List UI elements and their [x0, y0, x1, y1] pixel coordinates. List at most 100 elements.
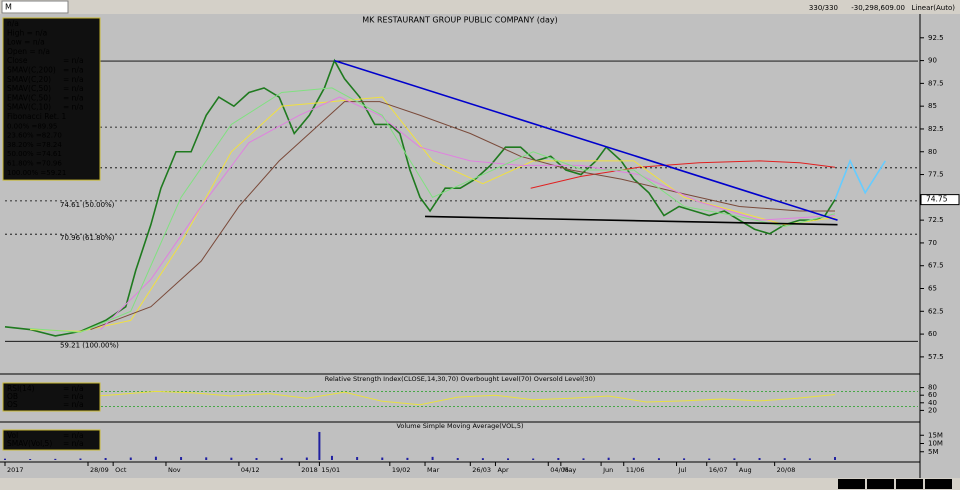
- legend-name: SMAV(C,50): [7, 84, 51, 93]
- legend-name: SMAV(C,10): [7, 103, 51, 112]
- panel-title: Relative Strength Index(CLOSE,14,30,70) …: [325, 375, 596, 383]
- legend-readout: = n/a: [63, 84, 84, 93]
- fib-level: 23.60% =82.70: [7, 132, 62, 140]
- volume-bar: [29, 459, 32, 460]
- bar-count: 330/330: [809, 4, 838, 12]
- series-line: [530, 160, 836, 189]
- legend-name: Vol: [7, 431, 18, 440]
- x-tick-label: Oct: [115, 466, 127, 474]
- volume-bar: [708, 458, 711, 460]
- x-tick-label: 26/03: [472, 466, 491, 474]
- top-bar: [0, 0, 960, 14]
- fib-level: 0.00% =89.95: [7, 122, 57, 130]
- y-tick-label: 15M: [928, 431, 943, 439]
- symbol-input[interactable]: [1, 0, 69, 14]
- readout: -30,298,609.00: [851, 4, 905, 12]
- x-tick-label: 2018: [301, 466, 318, 474]
- volume-bar: [318, 431, 321, 460]
- y-tick-label: 80: [928, 384, 937, 392]
- legend-name: RSI(14): [7, 384, 35, 393]
- x-tick-label: 04/05: [550, 466, 569, 474]
- volume-bar: [406, 457, 409, 460]
- info-row: High = n/a: [7, 28, 47, 37]
- y-tick-label: 87.5: [928, 79, 944, 87]
- volume-bar: [205, 457, 208, 460]
- info-row: Open = n/a: [7, 47, 50, 56]
- series-line: [30, 87, 836, 333]
- volume-bar: [758, 458, 761, 460]
- volume-bar: [54, 458, 57, 460]
- legend-readout: = n/a: [63, 439, 84, 448]
- x-tick-label: 2017: [7, 466, 24, 474]
- y-tick-label: 85: [928, 102, 937, 110]
- legend-readout: = n/a: [63, 56, 84, 65]
- fib-chart-label: 59.21 (100.00%): [60, 341, 119, 349]
- volume-bar: [255, 458, 258, 460]
- legend-readout: = n/a: [63, 66, 84, 75]
- volume-bar: [280, 457, 283, 460]
- volume-bar: [456, 458, 459, 460]
- volume-bar: [4, 458, 6, 460]
- fib-level: 100.00% =59.21: [7, 169, 66, 177]
- fib-chart-label: 74.61 (50.00%): [60, 201, 115, 209]
- x-tick-label: Jun: [602, 466, 613, 474]
- volume-bar: [632, 457, 635, 460]
- x-tick-label: Mar: [427, 466, 440, 474]
- y-tick-label: 82.5: [928, 125, 944, 133]
- range-button-label[interactable]: 1Y: [876, 481, 887, 489]
- y-tick-label: 60: [928, 391, 937, 399]
- info-row: n/a: [7, 19, 19, 28]
- volume-bar: [481, 458, 484, 460]
- volume-bar: [733, 458, 736, 460]
- series-line: [90, 101, 835, 330]
- volume-bar: [381, 457, 384, 460]
- x-tick-label: Apr: [497, 466, 509, 474]
- volume-bar: [532, 458, 535, 460]
- legend-name: Close: [7, 56, 28, 65]
- range-button-label[interactable]: 6M: [904, 481, 916, 489]
- y-tick-label: 62.5: [928, 307, 944, 315]
- fib-level: 38.20% =78.24: [7, 141, 62, 149]
- volume-bar: [683, 458, 686, 460]
- legend-name: SMAV(Vol,5): [7, 439, 52, 448]
- info-box: [2, 382, 101, 412]
- range-button[interactable]: [925, 479, 952, 489]
- range-button[interactable]: [896, 479, 923, 489]
- trend-line: [425, 215, 838, 226]
- y-tick-label: 72.5: [928, 216, 944, 224]
- x-tick-label: 15/01: [321, 466, 340, 474]
- range-button[interactable]: [838, 479, 865, 489]
- panel-title: MK RESTAURANT GROUP PUBLIC COMPANY (day): [362, 16, 557, 25]
- legend-name: OB: [7, 392, 18, 401]
- volume-bar: [305, 457, 308, 460]
- y-tick-label: 80: [928, 148, 937, 156]
- y-tick-label: 67.5: [928, 262, 944, 270]
- volume-bar: [808, 458, 811, 460]
- volume-bar: [507, 458, 510, 460]
- fib-level: 61.80% =70.96: [7, 160, 62, 168]
- volume-bar: [431, 456, 434, 460]
- x-tick-label: 28/09: [90, 466, 109, 474]
- y-tick-label: 77.5: [928, 171, 944, 179]
- legend-readout: = n/a: [63, 75, 84, 84]
- y-tick-label: 60: [928, 330, 937, 338]
- series-line: [4, 390, 836, 406]
- y-tick-label: 90: [928, 57, 937, 65]
- legend-readout: = n/a: [63, 431, 84, 440]
- legend-readout: = n/a: [63, 400, 84, 409]
- x-tick-label: 16/07: [709, 466, 728, 474]
- range-button[interactable]: [867, 479, 894, 489]
- price-tag: [920, 194, 960, 206]
- volume-bar: [834, 457, 836, 460]
- legend-name: OS: [7, 400, 18, 409]
- range-button-label[interactable]: FULL: [842, 481, 862, 489]
- info-row: Low = n/a: [7, 38, 45, 47]
- range-button-label[interactable]: 3M: [933, 481, 945, 489]
- legend-name: SMAV(C,20): [7, 75, 51, 84]
- fib-level: 50.00% =74.61: [7, 150, 62, 158]
- volume-bar: [657, 458, 660, 460]
- scale-mode: Linear(Auto): [912, 4, 956, 12]
- volume-bar: [607, 457, 610, 460]
